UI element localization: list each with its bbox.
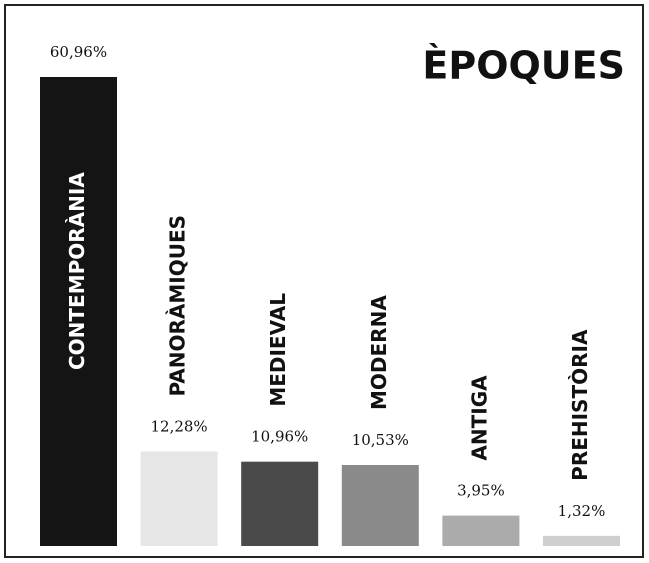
- category-label: Panoràmiques: [166, 215, 190, 397]
- value-label: 1,32%: [558, 502, 606, 520]
- value-label: 10,53%: [352, 431, 409, 449]
- category-label: Moderna: [367, 295, 391, 410]
- bar: [543, 535, 620, 546]
- bar: [140, 451, 218, 546]
- value-label: 3,95%: [457, 482, 505, 500]
- category-label: Prehistòria: [568, 329, 592, 481]
- chart-title: ÈPOQUES: [422, 44, 625, 88]
- value-label: 60,96%: [50, 43, 107, 61]
- value-label: 10,96%: [251, 428, 308, 446]
- bar: [241, 461, 319, 546]
- bar: [341, 464, 419, 546]
- value-label: 12,28%: [150, 418, 207, 436]
- bar: [442, 515, 520, 546]
- category-label: Antiga: [467, 375, 491, 461]
- category-label: Contemporània: [65, 172, 89, 370]
- category-label: Medieval: [266, 293, 290, 407]
- bar: [40, 77, 117, 546]
